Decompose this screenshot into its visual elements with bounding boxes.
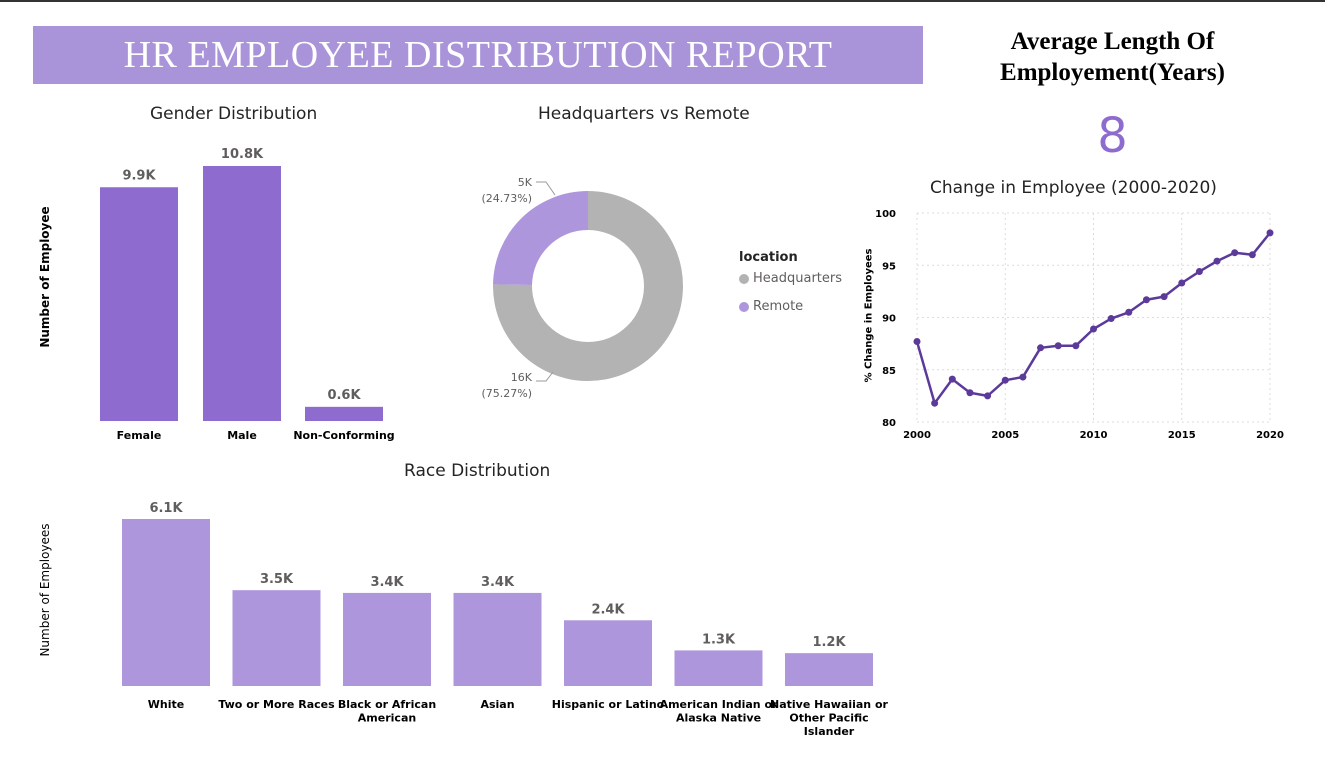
y-tick-label: 85 (882, 366, 896, 377)
gender-category-label: Non-Conforming (293, 429, 394, 442)
gender-bar-label: 10.8K (221, 147, 264, 162)
remote-value-label: 5K (518, 176, 533, 189)
race-category-label: American Indian or (660, 698, 778, 711)
remote-leader-line (536, 181, 556, 196)
y-tick-label: 90 (882, 314, 896, 325)
race-bar-label: 3.4K (481, 575, 515, 590)
gender-bar (203, 166, 281, 421)
x-tick-label: 2000 (903, 430, 931, 441)
x-tick-label: 2015 (1168, 430, 1196, 441)
change-data-point (1054, 342, 1062, 350)
gender-chart-title: Gender Distribution (150, 104, 318, 124)
race-bar-label: 3.4K (370, 575, 404, 590)
x-tick-label: 2005 (991, 430, 1019, 441)
race-category-label: White (148, 698, 184, 711)
race-category-label: Islander (804, 725, 855, 738)
x-tick-label: 2010 (1080, 430, 1108, 441)
location-chart-title: Headquarters vs Remote (538, 104, 750, 124)
race-bar (564, 620, 652, 686)
location-legend: location Headquarters Remote (739, 250, 842, 327)
race-category-label: Other Pacific (789, 712, 868, 725)
race-bar (232, 590, 321, 686)
race-category-label: Hispanic or Latino (552, 698, 665, 711)
race-bar-label: 3.5K (260, 572, 294, 587)
race-bar (122, 519, 210, 686)
legend-title: location (739, 250, 798, 265)
change-data-point (1160, 293, 1168, 301)
y-tick-label: 95 (882, 261, 896, 272)
legend-item-headquarters: Headquarters (739, 271, 842, 299)
change-data-point (1072, 342, 1080, 350)
gender-bar (100, 187, 178, 421)
change-data-point (1001, 376, 1009, 384)
top-border (0, 0, 1325, 2)
change-data-point (1037, 344, 1045, 352)
donut-slice-headquarters (493, 191, 683, 382)
change-data-point (913, 338, 921, 346)
change-data-point (1213, 257, 1221, 265)
race-bar (343, 592, 431, 686)
y-tick-label: 80 (882, 418, 896, 429)
x-tick-label: 2020 (1256, 430, 1284, 441)
change-data-point (984, 392, 992, 400)
kpi-title: Average Length Of Employement(Years) (1000, 28, 1225, 86)
change-data-point (1090, 325, 1097, 333)
race-bar (785, 653, 873, 686)
change-data-point (1107, 315, 1115, 323)
race-bar-label: 6.1K (149, 501, 183, 516)
legend-swatch-headquarters (739, 274, 749, 284)
legend-label-remote: Remote (753, 299, 804, 314)
legend-item-remote: Remote (739, 299, 842, 327)
gender-category-label: Female (117, 429, 162, 442)
change-data-point (931, 399, 939, 407)
race-category-label: Asian (480, 698, 514, 711)
race-chart-title: Race Distribution (404, 461, 551, 481)
race-category-label: American (358, 712, 416, 725)
race-category-label: Black or African (338, 698, 436, 711)
change-data-point (966, 389, 974, 397)
change-data-point (1125, 308, 1133, 316)
headquarters-pct-label: (75.27%) (481, 387, 532, 400)
race-bar-label: 1.2K (812, 635, 846, 650)
headquarters-leader-line (536, 371, 554, 382)
change-chart-title: Change in Employee (2000-2020) (930, 178, 1217, 198)
gender-bar-label: 0.6K (327, 388, 361, 403)
headquarters-value-label: 16K (511, 371, 533, 384)
legend-label-headquarters: Headquarters (753, 271, 843, 286)
gender-bar-label: 9.9K (122, 168, 156, 183)
kpi-value: 8 (1097, 108, 1128, 164)
race-category-label: Two or More Races (218, 698, 335, 711)
change-data-point (1019, 373, 1027, 381)
y-tick-label: 100 (875, 209, 896, 220)
legend-swatch-remote (739, 302, 749, 312)
change-data-point (1248, 251, 1256, 259)
remote-pct-label: (24.73%) (481, 192, 532, 205)
race-bar (674, 650, 763, 686)
race-category-label: Alaska Native (676, 712, 761, 725)
change-data-point (948, 375, 956, 383)
change-data-point (1178, 279, 1186, 287)
change-data-point (1142, 296, 1150, 304)
gender-category-label: Male (227, 429, 257, 442)
change-data-point (1195, 268, 1203, 276)
donut-slice-remote (493, 191, 588, 286)
race-bar (453, 592, 542, 686)
race-bar-label: 2.4K (591, 602, 625, 617)
change-data-point (1266, 229, 1274, 237)
race-bar-label: 1.3K (702, 632, 736, 647)
report-title: HR EMPLOYEE DISTRIBUTION REPORT (33, 26, 923, 84)
change-data-point (1231, 249, 1239, 257)
race-category-label: Native Hawaiian or (770, 698, 889, 711)
gender-bar (305, 406, 383, 421)
